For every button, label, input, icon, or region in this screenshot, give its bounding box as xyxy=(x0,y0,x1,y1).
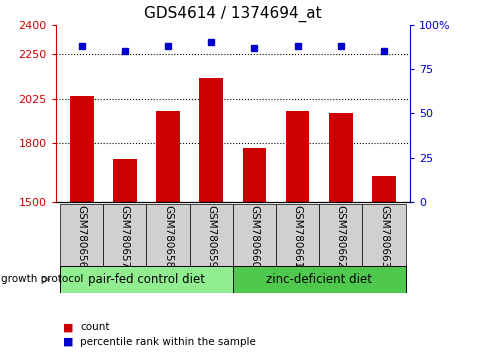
Text: GSM780659: GSM780659 xyxy=(206,205,216,269)
Text: zinc-deficient diet: zinc-deficient diet xyxy=(266,273,371,286)
Bar xyxy=(318,204,362,266)
Text: percentile rank within the sample: percentile rank within the sample xyxy=(80,337,256,347)
Text: ■: ■ xyxy=(63,337,74,347)
Bar xyxy=(103,204,146,266)
Bar xyxy=(113,159,136,202)
Text: ■: ■ xyxy=(63,322,74,332)
Text: GSM780658: GSM780658 xyxy=(163,205,173,269)
Text: count: count xyxy=(80,322,109,332)
Bar xyxy=(362,204,405,266)
Bar xyxy=(328,113,352,202)
Text: GSM780660: GSM780660 xyxy=(249,205,259,269)
Bar xyxy=(60,204,103,266)
Bar xyxy=(156,111,180,202)
Bar xyxy=(275,204,318,266)
Bar xyxy=(70,96,93,202)
Text: GSM780662: GSM780662 xyxy=(335,205,345,269)
Bar xyxy=(189,204,232,266)
Bar xyxy=(232,204,275,266)
Bar xyxy=(285,111,309,202)
Text: pair-fed control diet: pair-fed control diet xyxy=(88,273,205,286)
Bar xyxy=(371,176,395,202)
Text: GSM780661: GSM780661 xyxy=(292,205,302,269)
Text: GSM780656: GSM780656 xyxy=(76,205,87,269)
Bar xyxy=(60,266,232,293)
Bar xyxy=(232,266,405,293)
Bar xyxy=(242,148,266,202)
Text: growth protocol: growth protocol xyxy=(1,274,83,285)
Title: GDS4614 / 1374694_at: GDS4614 / 1374694_at xyxy=(144,6,321,22)
Bar xyxy=(146,204,189,266)
Text: GSM780657: GSM780657 xyxy=(120,205,130,269)
Bar xyxy=(199,78,223,202)
Text: GSM780663: GSM780663 xyxy=(378,205,388,269)
